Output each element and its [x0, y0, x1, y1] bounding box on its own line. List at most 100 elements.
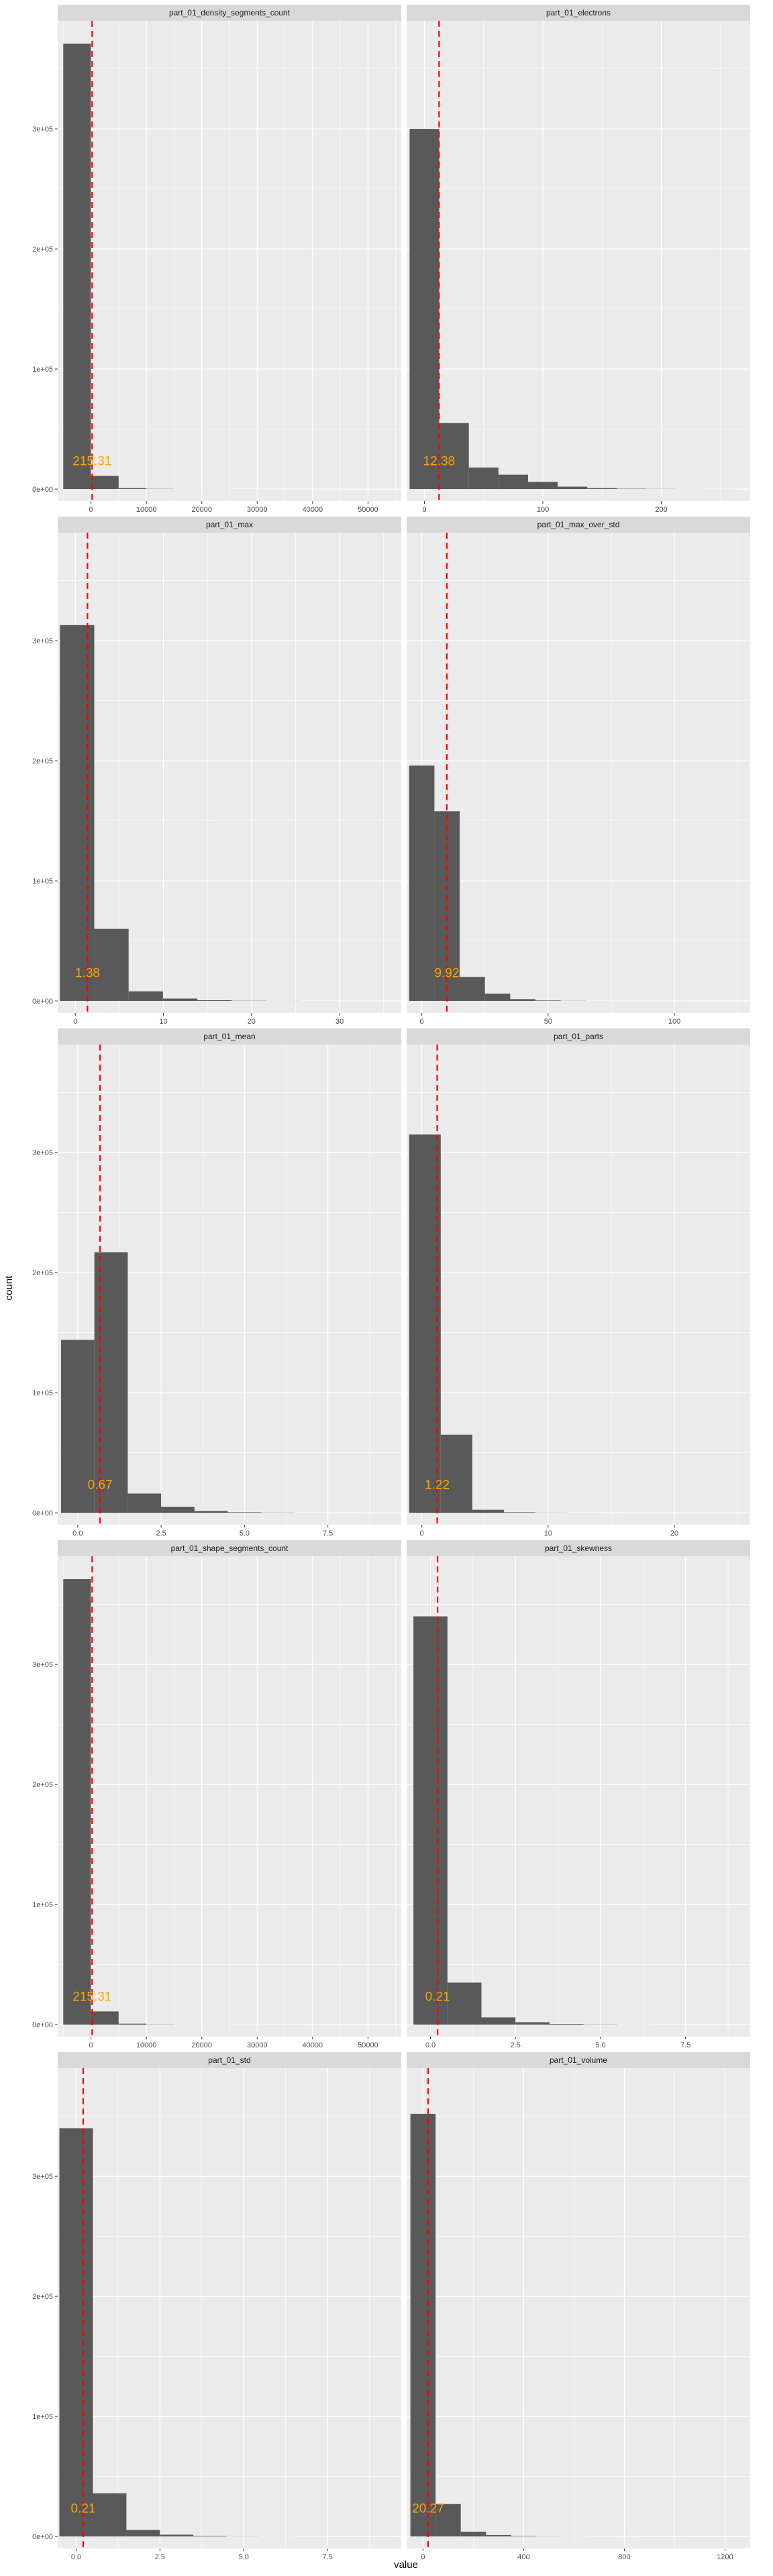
x-tick-label: 0 — [422, 506, 426, 514]
histogram-bar — [59, 2128, 93, 2537]
histogram-bar — [617, 488, 647, 490]
facet-strip-title: part_01_parts — [554, 1032, 603, 1041]
mean-label: 0.21 — [70, 2502, 95, 2516]
mean-label: 1.38 — [75, 966, 100, 980]
histogram-bar — [447, 1982, 482, 2025]
x-tick-label: 0.0 — [71, 2553, 81, 2561]
facet-panel-2: part_01_electrons 12.38 0 100 200 — [407, 5, 750, 514]
facet-strip-title: part_01_max_over_std — [537, 520, 620, 529]
facet-strip-title: part_01_max — [206, 520, 253, 529]
histogram-bar — [160, 2534, 194, 2537]
histogram-bar — [587, 488, 617, 490]
x-tick-label: 40000 — [303, 506, 323, 514]
x-tick-label: 7.5 — [680, 2041, 690, 2049]
x-tick-label: 0.0 — [72, 1529, 83, 1538]
facet-panel-10: part_01_volume 20.27 0 400 800 1200 — [407, 2052, 750, 2561]
y-tick-label: 1e+05 — [32, 366, 53, 374]
x-tick-label: 2.5 — [511, 2041, 521, 2049]
facet-strip-title: part_01_density_segments_count — [169, 8, 291, 17]
histogram-bar — [468, 467, 499, 490]
facet-panel-3: part_01_max 1.38 0 10 20 30 0e+00 1e+05 2e+05 3e+… — [32, 517, 401, 1026]
x-tick-label: 0 — [420, 1529, 424, 1538]
histogram-bar — [486, 2534, 511, 2537]
histogram-bar — [439, 423, 469, 490]
facet-strip-title: part_01_volume — [550, 2055, 607, 2065]
histogram-bar — [558, 486, 588, 490]
facet-strip-title: part_01_shape_segments_count — [171, 1544, 289, 1553]
y-tick-label: 2e+05 — [32, 757, 53, 765]
histogram-bar — [510, 999, 535, 1002]
y-tick-label: 1e+05 — [32, 877, 53, 885]
panel-background — [58, 2068, 401, 2548]
mean-label: 12.38 — [423, 454, 456, 468]
histogram-bar — [91, 2011, 119, 2025]
y-tick-label: 1e+05 — [32, 2413, 53, 2421]
x-tick-label: 0 — [89, 2041, 93, 2049]
histogram-bar — [127, 1493, 162, 1513]
x-tick-label: 7.5 — [322, 2553, 332, 2561]
facet-panel-8: part_01_skewness 0.21 0.0 2.5 5.0 7.5 — [407, 1540, 750, 2049]
histogram-bar — [409, 765, 435, 1002]
x-tick-label: 10000 — [136, 506, 157, 514]
x-tick-label: 10 — [544, 1529, 552, 1538]
mean-label: 9.92 — [434, 966, 459, 980]
mean-label: 0.21 — [425, 1990, 450, 2004]
facet-panel-6: part_01_parts 1.22 0 10 20 — [407, 1028, 750, 1538]
y-tick-label: 2e+05 — [32, 2293, 53, 2301]
x-tick-label: 20 — [248, 1018, 256, 1026]
histogram-bar — [409, 1134, 441, 1513]
facet-strip — [58, 5, 401, 21]
histogram-bar — [60, 625, 95, 1002]
y-tick-label: 3e+05 — [32, 637, 53, 645]
histogram-bar — [197, 1000, 232, 1002]
x-tick-label: 10 — [159, 1018, 167, 1026]
histogram-bar — [126, 2530, 160, 2537]
histogram-bar — [460, 2531, 486, 2537]
x-tick-label: 20 — [670, 1529, 678, 1538]
x-tick-label: 200 — [655, 506, 667, 514]
x-tick-label: 5.0 — [595, 2041, 605, 2049]
facet-panel-1: part_01_density_segments_count 215.31 0 100… — [32, 5, 401, 514]
histogram-bar — [93, 2493, 127, 2537]
x-tick-label: 800 — [618, 2553, 630, 2561]
x-tick-label: 5.0 — [240, 1529, 250, 1538]
panel-contents — [407, 1556, 750, 2037]
histogram-bar — [460, 977, 485, 1002]
x-tick-label: 50 — [544, 1018, 552, 1026]
histogram-bar — [227, 1512, 262, 1513]
mean-label: 215.31 — [72, 1990, 111, 2004]
panel-contents — [58, 1556, 401, 2037]
x-tick-label: 0 — [89, 506, 93, 514]
histogram-bar — [118, 2023, 147, 2025]
x-tick-label: 2.5 — [155, 2553, 165, 2561]
histogram-bar — [63, 44, 91, 490]
y-tick-label: 0e+00 — [32, 486, 53, 494]
histogram-bar — [91, 476, 119, 490]
histogram-bar — [515, 2022, 550, 2025]
x-tick-label: 100 — [537, 506, 549, 514]
x-tick-label: 50000 — [358, 506, 378, 514]
histogram-bar — [498, 474, 528, 490]
histogram-bar — [413, 1616, 448, 2025]
histogram-bar — [60, 1340, 95, 1513]
histogram-bar — [409, 129, 440, 490]
panel-background — [407, 533, 750, 1013]
histogram-bar — [481, 2017, 516, 2025]
histogram-bar — [118, 488, 147, 490]
y-tick-label: 2e+05 — [32, 246, 53, 254]
panel-contents — [58, 21, 401, 501]
histogram-bar — [484, 994, 511, 1002]
panel-contents — [58, 1044, 401, 1525]
y-tick-label: 3e+05 — [32, 1149, 53, 1157]
x-tick-label: 20000 — [191, 2041, 212, 2049]
y-axis-title: count — [3, 1275, 15, 1301]
y-tick-label: 0e+00 — [32, 2533, 53, 2541]
facet-strip-title: part_01_electrons — [546, 8, 611, 17]
histogram-bar — [128, 991, 163, 1002]
facet-panel-7: part_01_shape_segments_count 215.31 0 10000… — [32, 1540, 401, 2049]
x-tick-label: 0 — [73, 1018, 77, 1026]
histogram-bar — [440, 1434, 472, 1513]
panel-contents — [58, 2068, 401, 2548]
